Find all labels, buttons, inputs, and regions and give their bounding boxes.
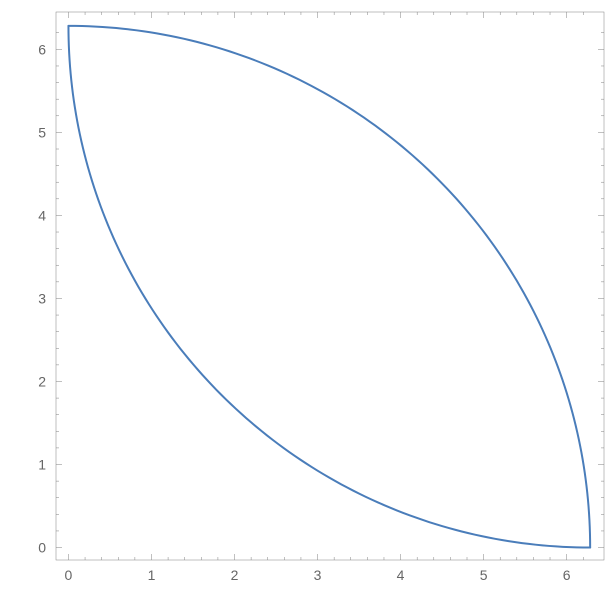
x-tick-label: 3 <box>314 567 322 583</box>
y-tick-label: 6 <box>38 41 46 57</box>
x-tick-label: 1 <box>148 567 156 583</box>
y-tick-label: 1 <box>38 457 46 473</box>
y-tick-label: 5 <box>38 124 46 140</box>
y-tick-label: 0 <box>38 540 46 556</box>
chart-svg: 0 1 2 3 4 5 6 0 1 2 3 4 5 6 <box>0 0 616 599</box>
x-tick-label: 2 <box>231 567 239 583</box>
x-tick-label: 0 <box>65 567 73 583</box>
y-tick-label: 4 <box>38 207 46 223</box>
y-tick-label: 3 <box>38 290 46 306</box>
x-tick-label: 6 <box>563 567 571 583</box>
plot-background <box>0 0 616 599</box>
x-tick-label: 4 <box>397 567 405 583</box>
y-tick-label: 2 <box>38 373 46 389</box>
x-tick-label: 5 <box>480 567 488 583</box>
chart-container: 0 1 2 3 4 5 6 0 1 2 3 4 5 6 <box>0 0 616 599</box>
